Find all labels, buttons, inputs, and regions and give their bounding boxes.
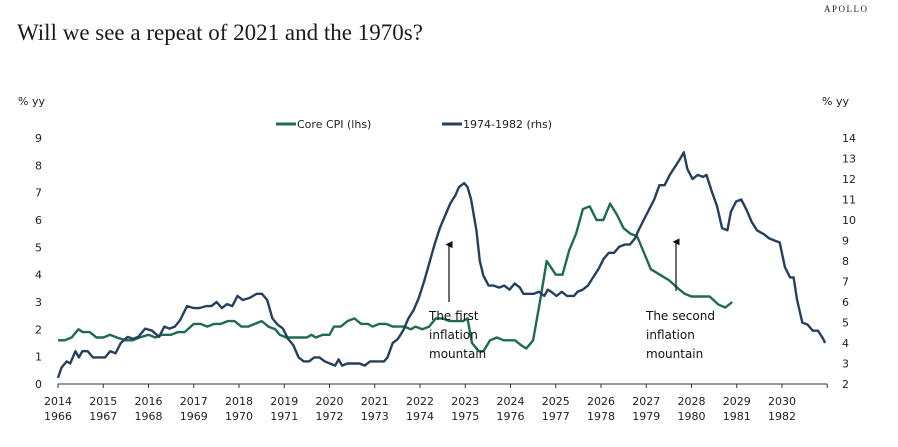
x-tick-label-bottom: 1969 <box>180 410 208 423</box>
x-tick-label-top: 2020 <box>316 395 344 408</box>
left-tick-label: 2 <box>35 323 42 336</box>
x-tick-label-top: 2021 <box>361 395 389 408</box>
left-tick-label: 3 <box>35 296 42 309</box>
right-tick-label: 3 <box>842 358 849 371</box>
x-axis: 2014 1966 2015 1967 2016 1968 2017 1969 2018 1970… <box>44 383 828 423</box>
x-tick-label-bottom: 1978 <box>587 410 615 423</box>
x-tick-label-top: 2022 <box>406 395 434 408</box>
x-tick-label-top: 2025 <box>542 395 570 408</box>
left-tick-label: 6 <box>35 214 42 227</box>
x-tick-label-top: 2018 <box>225 395 253 408</box>
x-tick-label-top: 2030 <box>768 395 796 408</box>
left-tick-label: 0 <box>35 378 42 391</box>
annotation-text: The second <box>645 309 715 323</box>
annotation-text: mountain <box>429 347 486 361</box>
x-tick-label-bottom: 1977 <box>542 410 570 423</box>
right-axis-unit: % yy <box>822 95 849 108</box>
x-tick-label-top: 2027 <box>632 395 660 408</box>
right-tick-label: 9 <box>842 235 849 248</box>
right-tick-label: 14 <box>842 132 856 145</box>
left-tick-label: 4 <box>35 269 42 282</box>
x-tick-label-bottom: 1967 <box>89 410 117 423</box>
x-tick-label-top: 2028 <box>678 395 706 408</box>
x-tick-label-top: 2015 <box>89 395 117 408</box>
left-tick-label: 1 <box>35 351 42 364</box>
x-tick-label-bottom: 1972 <box>316 410 344 423</box>
left-axis-ticks: 0 1 2 3 4 5 6 7 8 9 <box>35 132 42 391</box>
x-tick-label-bottom: 1975 <box>451 410 479 423</box>
x-tick-label-top: 2024 <box>497 395 525 408</box>
x-tick-label-bottom: 1973 <box>361 410 389 423</box>
series-line-1974-1982 <box>56 151 827 379</box>
brand-logo: APOLLO <box>824 4 869 14</box>
x-tick-label-bottom: 1968 <box>135 410 163 423</box>
right-tick-label: 8 <box>842 255 849 268</box>
legend: Core CPI (lhs) 1974-1982 (rhs) <box>276 118 552 131</box>
x-tick-label-top: 2019 <box>270 395 298 408</box>
x-tick-label-bottom: 1980 <box>678 410 706 423</box>
x-tick-label-top: 2029 <box>723 395 751 408</box>
x-tick-label-bottom: 1974 <box>406 410 434 423</box>
annotation-text: mountain <box>646 347 703 361</box>
x-tick-label-bottom: 1981 <box>723 410 751 423</box>
annotations: The first inflation mountain The second infl… <box>428 238 715 361</box>
x-tick-label-top: 2017 <box>180 395 208 408</box>
left-tick-label: 5 <box>35 241 42 254</box>
annotation-text: inflation <box>646 328 695 342</box>
x-tick-label-bottom: 1966 <box>44 410 72 423</box>
right-axis-ticks: 2 3 4 5 6 7 8 9 10 11 12 13 14 <box>842 132 856 391</box>
left-tick-label: 7 <box>35 187 42 200</box>
legend-label-core-cpi: Core CPI (lhs) <box>297 118 371 131</box>
right-tick-label: 11 <box>842 194 856 207</box>
x-tick-label-top: 2014 <box>44 395 72 408</box>
left-tick-label: 8 <box>35 159 42 172</box>
x-tick-label-bottom: 1979 <box>632 410 660 423</box>
right-tick-label: 2 <box>842 378 849 391</box>
annotation-text: The first <box>428 309 479 323</box>
x-tick-label-bottom: 1970 <box>225 410 253 423</box>
right-tick-label: 4 <box>842 337 849 350</box>
x-tick-label-bottom: 1971 <box>270 410 298 423</box>
x-tick-label-top: 2016 <box>135 395 163 408</box>
series-group <box>56 151 827 379</box>
x-tick-label-bottom: 1982 <box>768 410 796 423</box>
right-tick-label: 7 <box>842 276 849 289</box>
right-tick-label: 13 <box>842 153 856 166</box>
x-tick-label-bottom: 1976 <box>497 410 525 423</box>
right-tick-label: 5 <box>842 317 849 330</box>
legend-label-hist: 1974-1982 (rhs) <box>463 118 552 131</box>
annotation-text: inflation <box>429 328 478 342</box>
right-tick-label: 10 <box>842 214 856 227</box>
left-axis-unit: % yy <box>18 95 45 108</box>
chart-title: Will we see a repeat of 2021 and the 197… <box>17 20 423 45</box>
x-tick-label-top: 2023 <box>451 395 479 408</box>
left-tick-label: 9 <box>35 132 42 145</box>
series-line-core-cpi <box>58 202 733 353</box>
right-tick-label: 12 <box>842 173 856 186</box>
x-tick-label-top: 2026 <box>587 395 615 408</box>
right-tick-label: 6 <box>842 296 849 309</box>
